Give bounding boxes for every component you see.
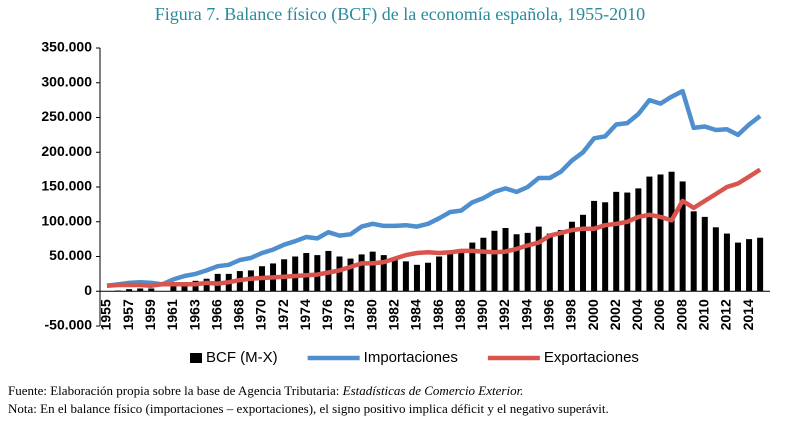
- x-tick-label: 1982: [386, 299, 402, 330]
- bar: [546, 233, 553, 292]
- x-tick-label: 1996: [541, 299, 557, 330]
- bar: [513, 234, 520, 292]
- bar: [646, 176, 653, 292]
- bar: [668, 171, 675, 292]
- bar: [170, 286, 177, 292]
- bar: [524, 232, 531, 292]
- bar: [380, 255, 387, 292]
- x-tick-label: 1970: [253, 299, 269, 330]
- bar: [469, 242, 476, 292]
- bar: [303, 253, 310, 292]
- x-tick-label: 1998: [563, 299, 579, 330]
- legend-swatch: [190, 353, 202, 363]
- y-tick-label: 200.000: [41, 143, 92, 159]
- x-tick-label: 2004: [629, 299, 645, 330]
- bar: [369, 251, 376, 292]
- x-tick-label: 2010: [695, 299, 711, 330]
- y-tick-label: 300.000: [41, 73, 92, 89]
- bar: [391, 258, 398, 292]
- x-tick-label: 1968: [231, 299, 247, 330]
- bar: [568, 221, 575, 292]
- x-tick-label: 2002: [607, 299, 623, 330]
- chart-title: Figura 7. Balance físico (BCF) de la eco…: [155, 4, 645, 25]
- line: [106, 88, 762, 288]
- note: Nota: En el balance físico (importacione…: [8, 401, 609, 416]
- bar: [425, 262, 432, 292]
- bar: [436, 256, 443, 292]
- x-tick-label: 1976: [319, 299, 335, 330]
- x-tick-label: 1978: [341, 299, 357, 330]
- bar: [458, 250, 465, 292]
- y-tick-label: 150.000: [41, 178, 92, 194]
- line: [106, 167, 762, 288]
- x-tick-label: 2000: [585, 299, 601, 330]
- x-tick-label: 2006: [651, 299, 667, 330]
- bar: [358, 254, 365, 292]
- x-tick-label: 1963: [186, 299, 202, 330]
- bar: [535, 226, 542, 292]
- y-tick-label: 100.000: [41, 212, 92, 228]
- bar: [657, 174, 664, 292]
- bar: [557, 230, 564, 292]
- x-tick-label: 2012: [718, 299, 734, 330]
- source: Fuente: Elaboración propia sobre la base…: [8, 383, 523, 398]
- bar: [491, 230, 498, 292]
- source-italic: Estadísticas de Comercio Exterior.: [342, 383, 524, 398]
- bar: [347, 258, 354, 292]
- bar: [624, 192, 631, 292]
- legend-label: Importaciones: [364, 349, 458, 366]
- x-tick-label: 2014: [740, 299, 756, 330]
- x-tick-label: 1988: [452, 299, 468, 330]
- bar: [126, 289, 133, 292]
- bar: [402, 261, 409, 292]
- legend-label: Exportaciones: [544, 349, 639, 366]
- bar: [613, 191, 620, 292]
- x-tick-label: 1959: [142, 299, 158, 330]
- x-tick-label: 1984: [408, 299, 424, 330]
- bar: [137, 288, 144, 292]
- source-text: Fuente: Elaboración propia sobre la base…: [8, 383, 343, 398]
- bar: [635, 188, 642, 292]
- bar: [679, 181, 686, 292]
- legend-label: BCF (M-X): [206, 349, 278, 366]
- bar: [115, 290, 122, 292]
- bar: [502, 228, 509, 292]
- bar: [336, 256, 343, 292]
- bar: [602, 202, 609, 292]
- bar: [701, 216, 708, 292]
- bar: [148, 288, 155, 292]
- bar: [690, 211, 697, 292]
- bar: [723, 233, 730, 292]
- x-tick-label: 1955: [98, 299, 114, 330]
- y-tick-label: -50.000: [45, 317, 93, 333]
- bar: [181, 282, 188, 292]
- bar: [580, 214, 587, 292]
- x-tick-label: 1957: [120, 299, 136, 330]
- x-tick-label: 2008: [673, 299, 689, 330]
- x-tick-label: 1990: [474, 299, 490, 330]
- x-tick-label: 1986: [430, 299, 446, 330]
- bar: [757, 237, 764, 292]
- x-tick-label: 1992: [496, 299, 512, 330]
- x-tick-label: 1980: [363, 299, 379, 330]
- bar: [480, 237, 487, 292]
- x-tick-label: 1972: [275, 299, 291, 330]
- y-tick-label: 0: [84, 282, 92, 298]
- x-tick-label: 1994: [518, 299, 534, 330]
- y-tick-label: 350.000: [41, 39, 92, 55]
- y-tick-label: 250.000: [41, 108, 92, 124]
- bar: [746, 239, 753, 292]
- x-tick-label: 1974: [297, 299, 313, 330]
- y-tick-label: 50.000: [49, 247, 92, 263]
- bar: [734, 242, 741, 292]
- bar: [413, 264, 420, 292]
- bar: [712, 227, 719, 292]
- bar: [447, 250, 454, 292]
- x-tick-label: 1961: [164, 299, 180, 330]
- x-tick-label: 1966: [208, 299, 224, 330]
- bar: [591, 200, 598, 292]
